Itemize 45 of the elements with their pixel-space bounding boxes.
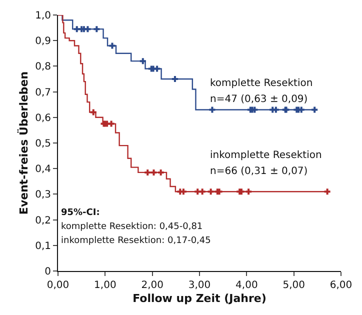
point [150, 169, 157, 176]
point [90, 109, 96, 116]
annotation: n=66 (0,31 ± 0,07) [210, 166, 308, 177]
y-tick-label: 0,8 [35, 62, 51, 73]
y-tick-label: 0,3 [35, 190, 51, 201]
point [144, 169, 151, 176]
y-axis-title: Event-freies Überleben [16, 71, 31, 215]
point [94, 26, 100, 32]
y-tick-label: 0,7 [35, 87, 51, 98]
annotation: komplette Resektion [210, 78, 313, 89]
point [109, 42, 116, 49]
annotation: inkomplette Resektion [210, 150, 322, 161]
y-tick-label: 0,1 [35, 240, 51, 252]
annotation: inkomplette Resektion: 0,17-0,45 [61, 236, 211, 246]
point [84, 26, 91, 32]
y-tick-label: 1,0 [35, 10, 51, 22]
annotation: n=47 (0,63 ± 0,09) [210, 94, 308, 105]
x-tick-label: 3,00 [188, 280, 211, 291]
x-axis-title: Follow up Zeit (Jahre) [132, 292, 266, 306]
x-tick-label: 1,00 [94, 280, 116, 291]
annotation: 95%-CI: [61, 208, 100, 218]
y-tick-label: 0 [44, 266, 51, 278]
point [209, 106, 216, 113]
x-tick-label: 2,00 [141, 280, 164, 291]
point [199, 188, 206, 195]
y-tick-label: 0,6 [35, 112, 51, 124]
y-tick-label: 0,2 [35, 215, 51, 226]
point [194, 188, 201, 195]
point [172, 76, 178, 82]
point [312, 106, 318, 113]
point [140, 58, 146, 64]
x-tick-label: 0,00 [46, 280, 70, 291]
y-tick-label: 0,4 [35, 164, 51, 176]
point [158, 169, 164, 176]
point [108, 120, 114, 127]
annotation: komplette Resektion: 0,45-0,81 [61, 222, 203, 232]
x-tick-label: 5,00 [282, 280, 305, 291]
point [208, 188, 214, 195]
point [246, 188, 252, 195]
y-tick-label: 0,5 [35, 138, 51, 150]
x-tick-label: 4,00 [236, 280, 258, 291]
x-tick-label: 6,00 [330, 280, 352, 291]
point [324, 188, 330, 195]
y-tick-label: 0,9 [35, 36, 51, 48]
point [154, 66, 160, 72]
